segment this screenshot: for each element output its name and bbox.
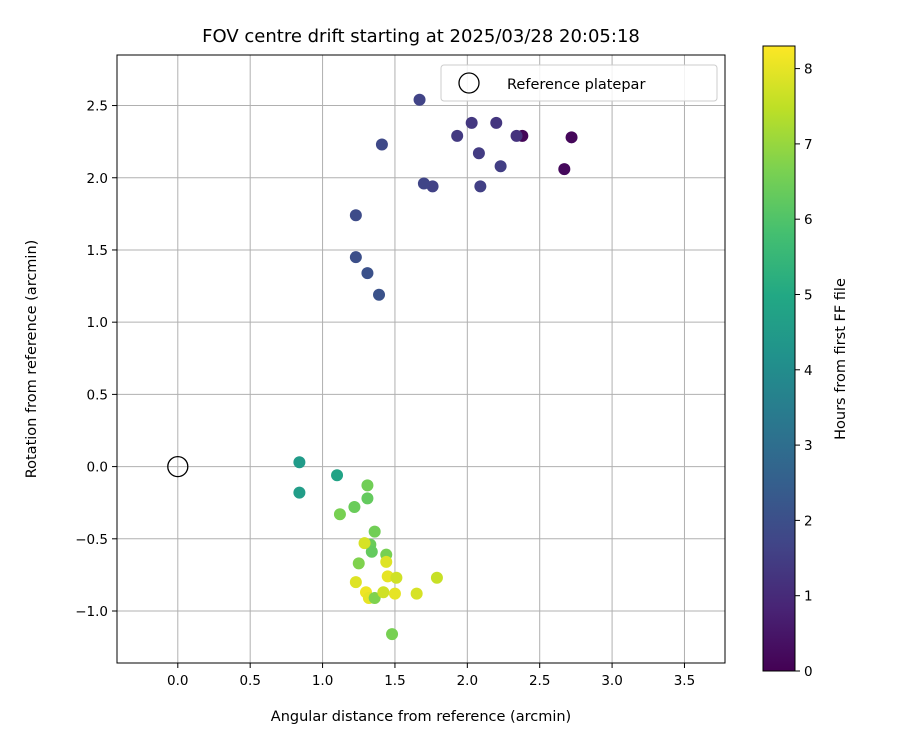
x-tick-label: 1.5 <box>384 673 405 689</box>
data-point <box>349 209 362 222</box>
data-point <box>361 492 374 505</box>
data-point <box>451 129 464 142</box>
legend-box <box>440 64 718 102</box>
data-point <box>413 93 426 106</box>
y-tick-label: −1.0 <box>75 604 108 620</box>
data-point <box>361 479 374 492</box>
x-tick-label: 1.0 <box>312 673 333 689</box>
data-point <box>386 628 399 641</box>
data-point <box>373 288 386 301</box>
data-point <box>375 138 388 151</box>
data-point <box>377 586 390 599</box>
y-tick-label: 1.5 <box>87 243 108 259</box>
y-tick-label: 0.0 <box>87 460 108 476</box>
colorbar-tick-label: 7 <box>804 137 813 153</box>
colorbar-tick-label: 0 <box>804 664 813 680</box>
legend-marker-open-circle-icon <box>458 72 480 94</box>
legend-label: Reference platepar <box>507 77 645 93</box>
x-axis-ticks: 0.0 0.5 1.0 1.5 2.0 2.5 3.0 3.5 <box>167 663 695 689</box>
y-tick-label: −0.5 <box>75 532 108 548</box>
colorbar-tick-label: 3 <box>804 438 813 454</box>
colorbar-tick-label: 6 <box>804 212 813 228</box>
colorbar-ticks: 0 1 2 3 4 5 6 7 8 <box>795 62 813 680</box>
colorbar-tick-label: 2 <box>804 513 813 529</box>
data-points <box>293 93 578 641</box>
data-point <box>558 163 571 176</box>
data-point <box>365 545 378 558</box>
grid-lines <box>117 55 725 663</box>
data-point <box>417 177 430 190</box>
x-axis-title: Angular distance from reference (arcmin) <box>271 709 571 725</box>
data-point <box>465 116 478 129</box>
data-point <box>368 592 381 605</box>
data-point <box>368 525 381 538</box>
x-tick-label: 2.0 <box>457 673 478 689</box>
legend: Reference platepar <box>440 64 718 102</box>
data-point <box>352 557 365 570</box>
colorbar-tick-label: 8 <box>804 62 813 78</box>
reference-point-marker <box>167 455 189 478</box>
data-point <box>349 251 362 264</box>
data-point <box>510 129 523 142</box>
data-point <box>490 116 503 129</box>
data-point <box>348 501 361 514</box>
data-point <box>430 571 443 584</box>
y-axis-ticks: −1.0 −0.5 0.0 0.5 1.0 1.5 2.0 2.5 <box>75 99 117 620</box>
data-point <box>388 587 401 600</box>
y-tick-label: 2.5 <box>87 99 108 115</box>
data-point <box>361 267 374 280</box>
colorbar-tick-label: 1 <box>804 589 813 605</box>
plot-frame <box>116 54 726 664</box>
plot-area <box>117 55 725 663</box>
data-point <box>380 555 393 568</box>
x-tick-label: 3.0 <box>601 673 622 689</box>
data-point <box>333 508 346 521</box>
y-tick-label: 0.5 <box>87 387 108 403</box>
data-point <box>331 469 344 482</box>
x-tick-label: 2.5 <box>529 673 550 689</box>
data-point <box>565 131 578 144</box>
data-point <box>474 180 487 193</box>
x-tick-label: 0.5 <box>239 673 260 689</box>
data-point <box>293 456 306 469</box>
y-tick-label: 1.0 <box>87 315 108 331</box>
data-point <box>410 587 423 600</box>
y-tick-label: 2.0 <box>87 171 108 187</box>
y-axis-title: Rotation from reference (arcmin) <box>24 240 40 479</box>
colorbar-tick-label: 4 <box>804 363 813 379</box>
colorbar-title: Hours from first FF file <box>833 278 849 440</box>
x-tick-label: 0.0 <box>167 673 188 689</box>
data-point <box>494 160 507 173</box>
colorbar <box>762 45 796 672</box>
chart-title: FOV centre drift starting at 2025/03/28 … <box>202 26 640 47</box>
data-point <box>358 537 371 550</box>
data-point <box>349 576 362 589</box>
x-tick-label: 3.5 <box>674 673 695 689</box>
data-point <box>472 147 485 160</box>
colorbar-tick-label: 5 <box>804 287 813 303</box>
data-point <box>293 486 306 499</box>
data-point <box>390 571 403 584</box>
